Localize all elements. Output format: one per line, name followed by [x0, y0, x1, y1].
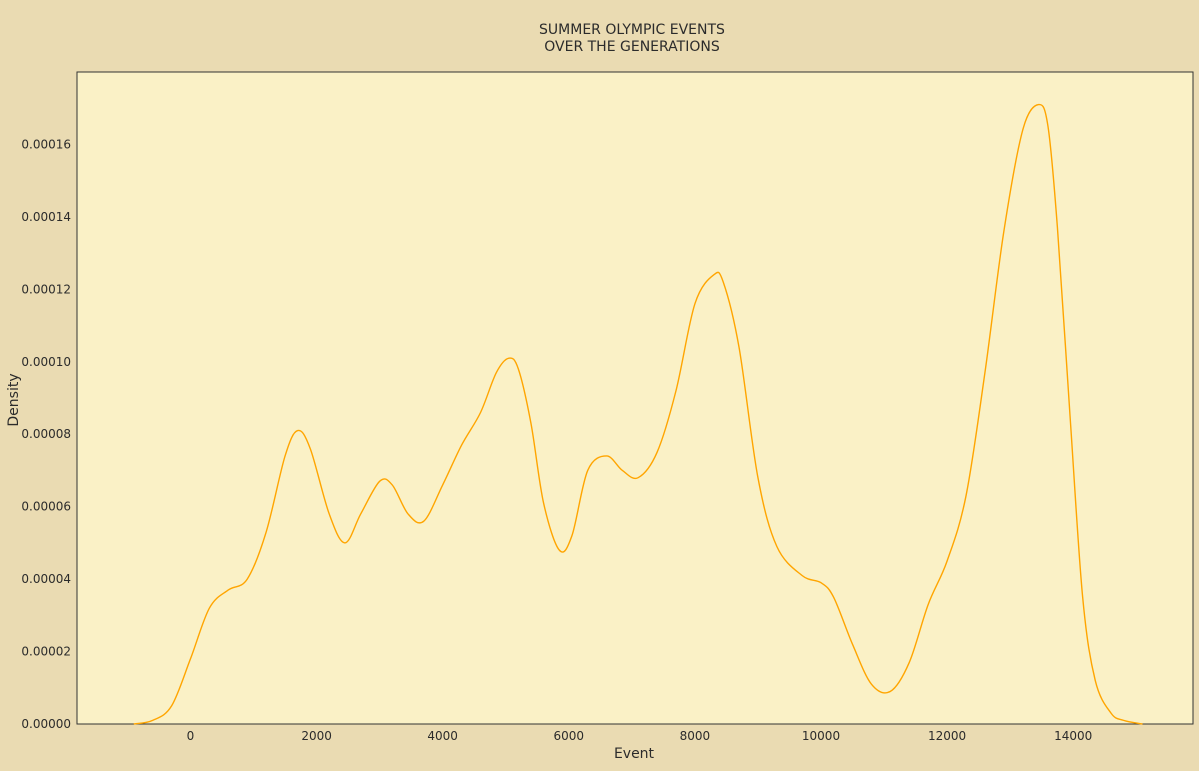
- y-axis-label: Density: [6, 373, 22, 426]
- y-tick-label: 0.00008: [21, 427, 71, 441]
- y-tick-label: 0.00002: [21, 645, 71, 659]
- y-axis-ticks: 0.00000 0.00002 0.00004 0.00006 0.00008 0.000…: [21, 137, 71, 731]
- x-tick-label: 4000: [427, 729, 458, 743]
- x-tick-label: 10000: [802, 729, 840, 743]
- x-tick-label: 2000: [301, 729, 332, 743]
- plot-area: [76, 71, 1194, 725]
- x-tick-label: 14000: [1054, 729, 1092, 743]
- y-tick-label: 0.00004: [21, 572, 71, 586]
- y-tick-label: 0.00000: [21, 717, 71, 731]
- x-tick-label: 12000: [928, 729, 966, 743]
- y-tick-label: 0.00014: [21, 210, 71, 224]
- x-tick-label: 8000: [680, 729, 711, 743]
- chart-title-line-1: SUMMER OLYMPIC EVENTS: [539, 22, 725, 38]
- y-tick-label: 0.00012: [21, 282, 71, 296]
- y-tick-label: 0.00016: [21, 137, 71, 151]
- x-tick-label: 0: [187, 729, 195, 743]
- density-curve-line: [133, 103, 1143, 725]
- x-tick-label: 6000: [554, 729, 585, 743]
- x-axis-ticks: 0 2000 4000 6000 8000 10000 12000 14000: [187, 729, 1093, 743]
- y-tick-label: 0.00006: [21, 500, 71, 514]
- chart-title-line-2: OVER THE GENERATIONS: [544, 39, 720, 55]
- x-axis-label: Event: [614, 746, 655, 762]
- y-tick-label: 0.00010: [21, 355, 71, 369]
